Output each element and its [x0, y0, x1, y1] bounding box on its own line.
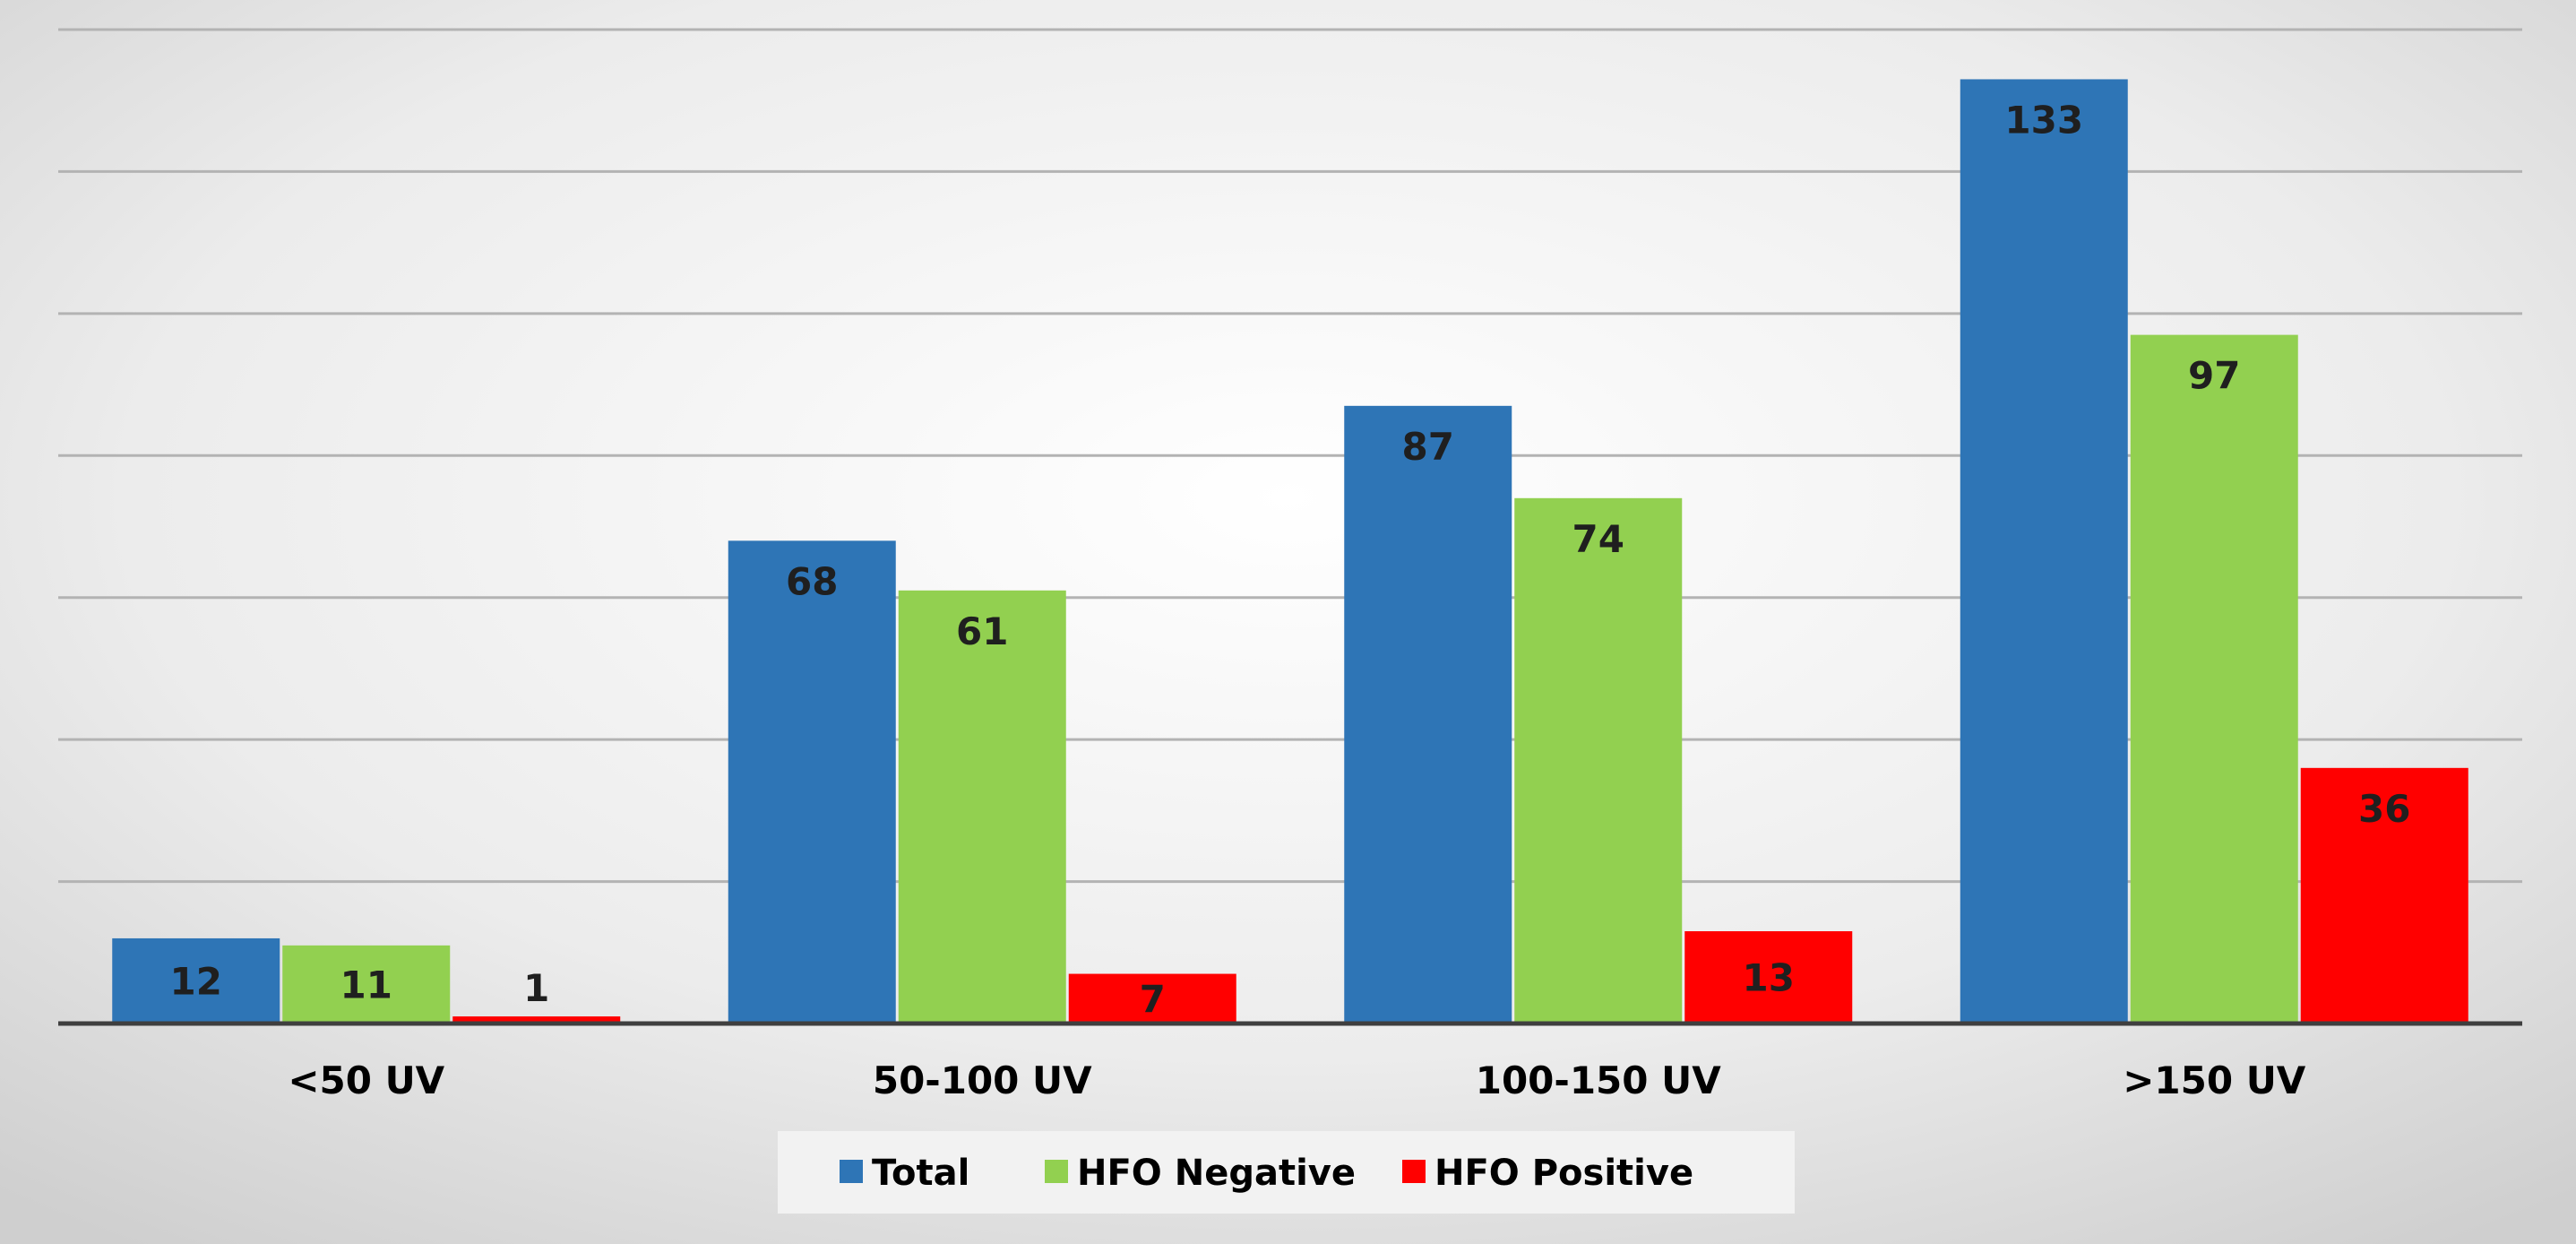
bar-total: [728, 540, 896, 1024]
legend-box: [778, 1131, 1795, 1214]
bar-total: [112, 937, 280, 1024]
bar-total: [1960, 79, 2128, 1024]
legend-item-label: HFO Positive: [1434, 1153, 1693, 1194]
bar-hfo-negative: [282, 945, 451, 1024]
bar-hfo-positive: [2300, 767, 2468, 1024]
data-label: 97: [2188, 354, 2240, 398]
legend-item-label: HFO Negative: [1077, 1153, 1356, 1194]
legend-swatch: [1402, 1160, 1426, 1183]
legend-swatch: [1045, 1160, 1068, 1183]
data-label: 13: [1743, 956, 1795, 1000]
data-label: 87: [1402, 425, 1454, 469]
category-label: >150 UV: [2123, 1058, 2306, 1102]
data-label: 12: [170, 959, 222, 1003]
bar-hfo-negative: [2130, 334, 2298, 1024]
bar-hfo-positive: [1684, 931, 1853, 1024]
data-label: 68: [786, 559, 838, 603]
bar-hfo-negative: [898, 590, 1066, 1024]
legend-swatch: [840, 1160, 863, 1183]
data-label: 36: [2358, 787, 2410, 831]
legend-item-label: Total: [872, 1153, 969, 1194]
category-label: <50 UV: [288, 1058, 444, 1102]
data-label: 11: [340, 963, 392, 1006]
bar-hfo-negative: [1514, 497, 1683, 1024]
bars: [112, 79, 2468, 1024]
data-label: 7: [1140, 977, 1166, 1021]
bar-hfo-positive: [1068, 973, 1236, 1024]
category-label: 100-150 UV: [1476, 1058, 1722, 1102]
category-label: 50-100 UV: [873, 1058, 1092, 1102]
bar-hfo-positive: [452, 1016, 621, 1024]
data-label: 61: [956, 609, 1008, 653]
legend: Total HFO Negative HFO Positive: [778, 1131, 1795, 1214]
data-label: 1: [523, 966, 549, 1010]
bar-total: [1344, 405, 1512, 1024]
data-label: 133: [2004, 98, 2083, 142]
category-labels: <50 UV 50-100 UV 100-150 UV >150 UV: [288, 1058, 2305, 1102]
data-label: 74: [1572, 517, 1624, 561]
